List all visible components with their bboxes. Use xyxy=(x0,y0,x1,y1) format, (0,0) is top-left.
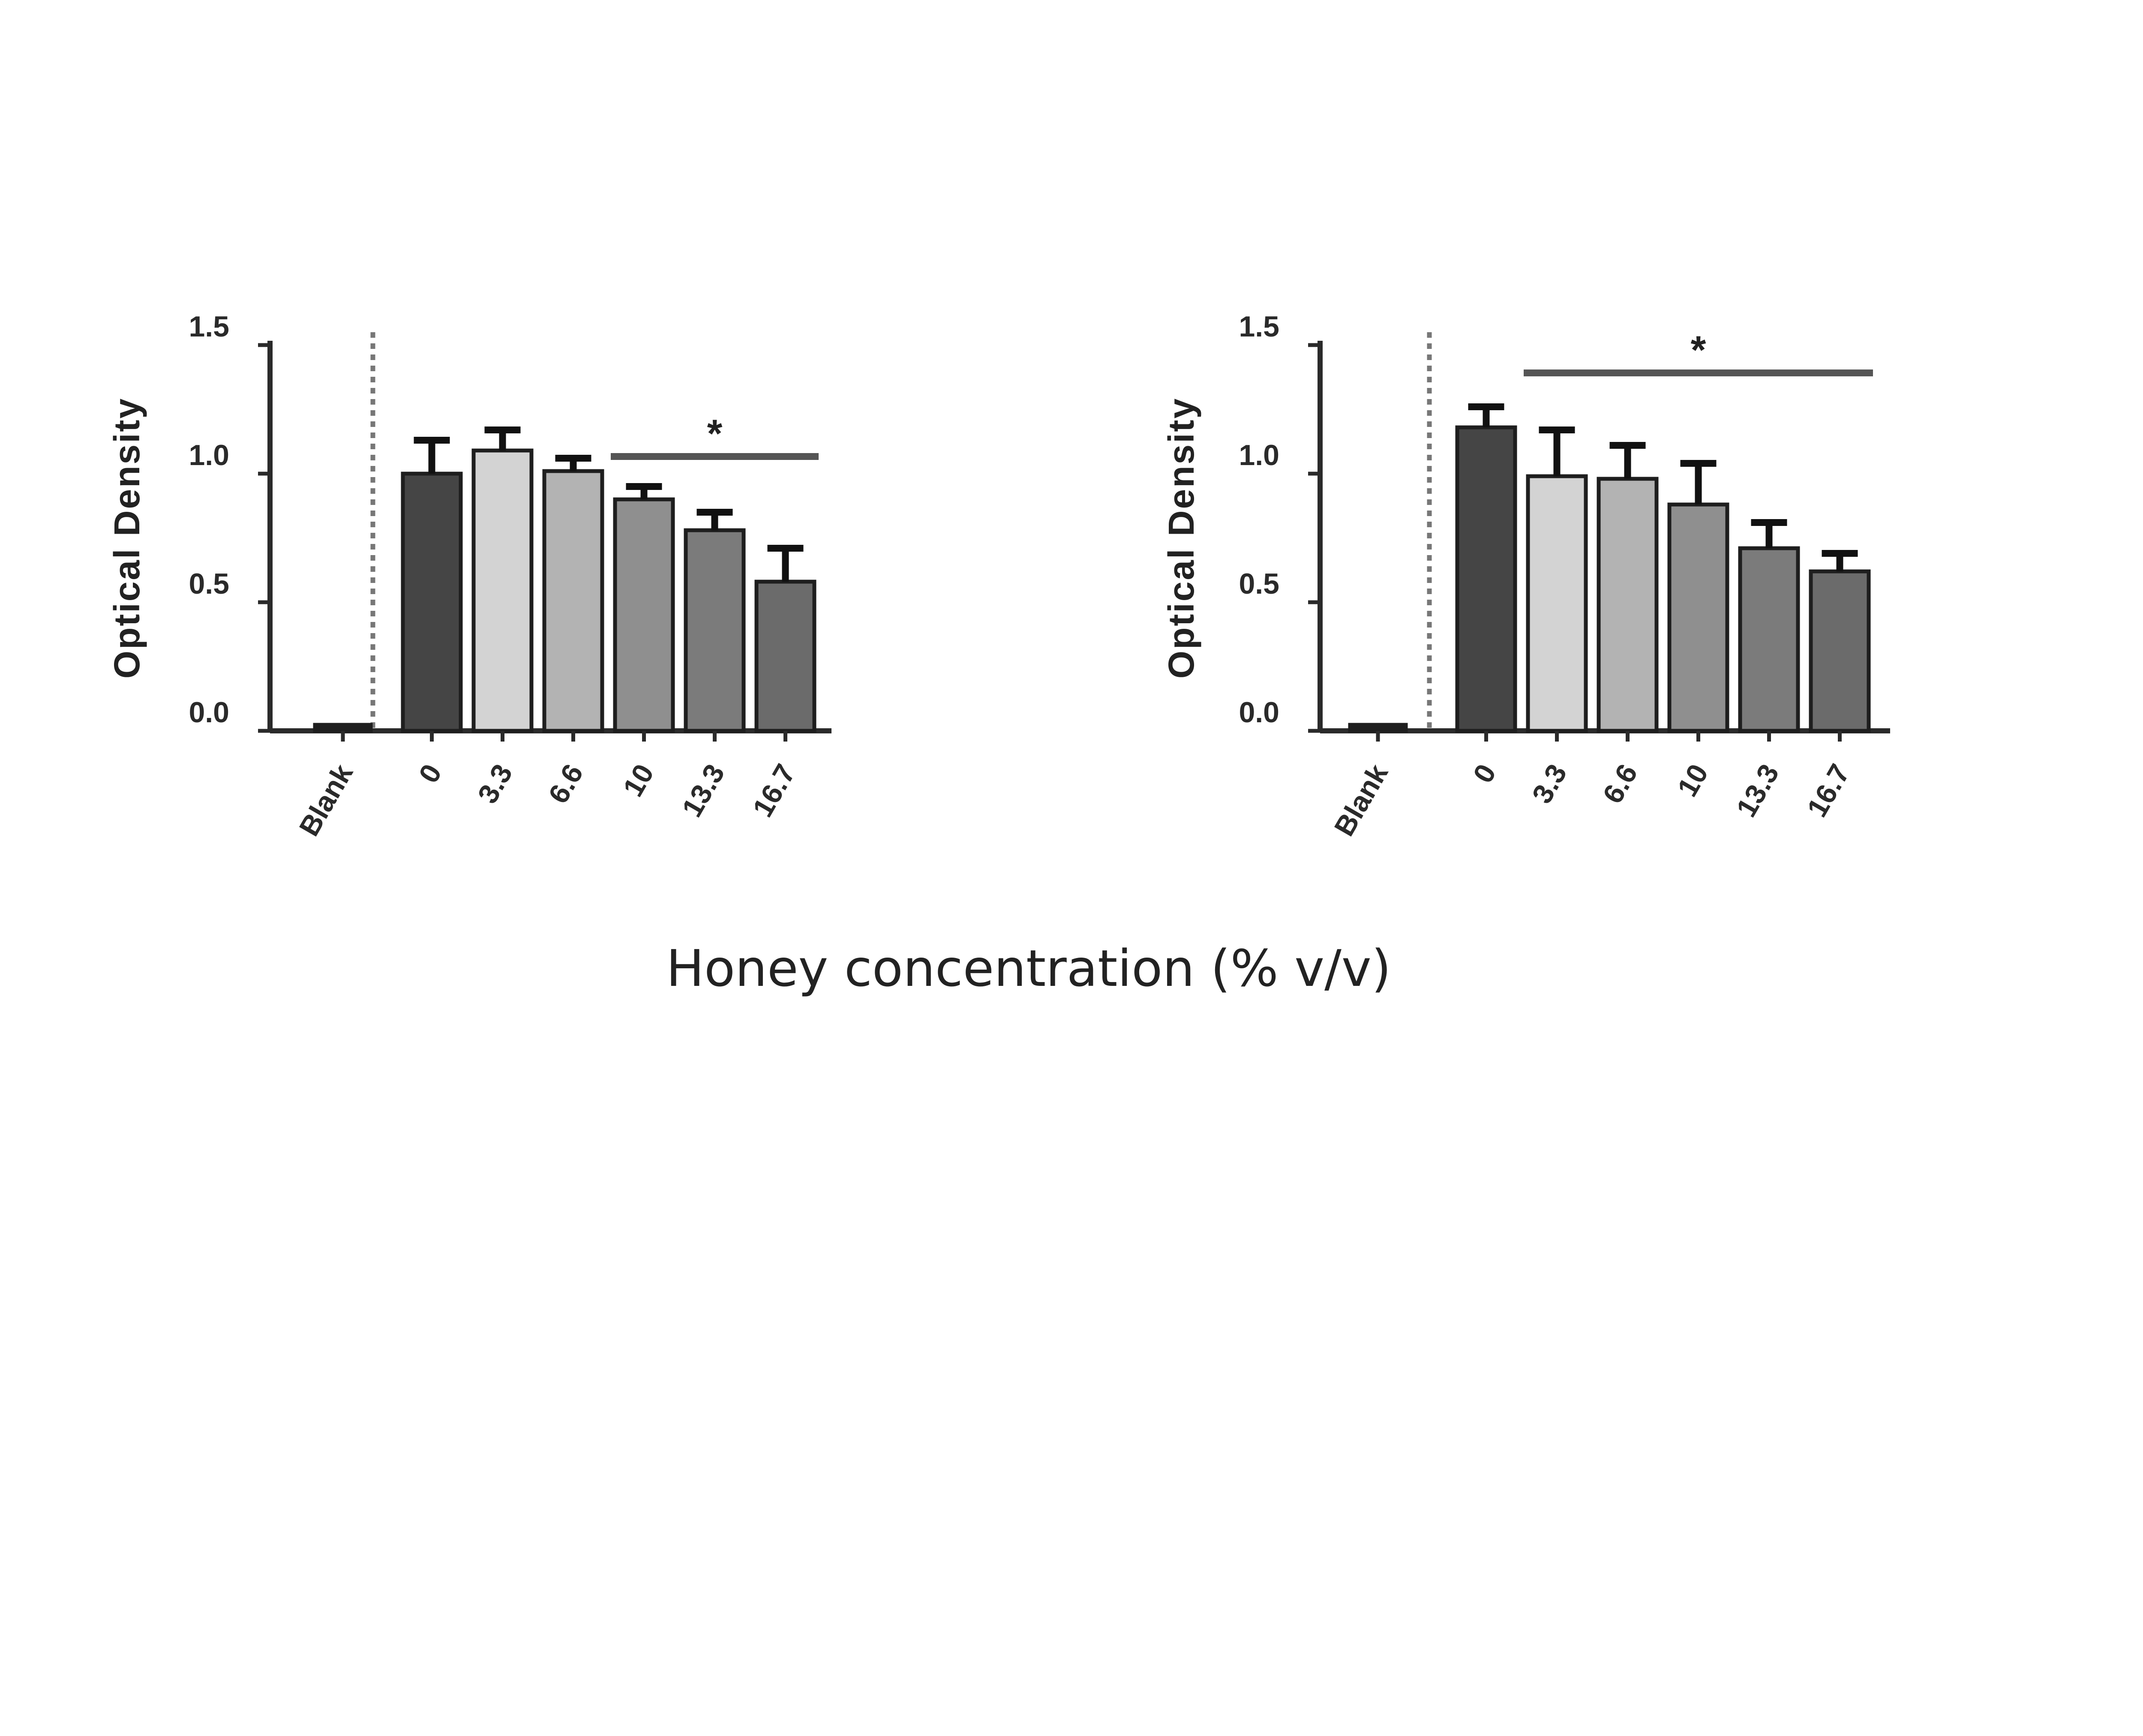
x-tick-label: 3.3 xyxy=(471,759,519,808)
bar-0 xyxy=(401,472,463,733)
x-tick-label: 10 xyxy=(1671,759,1714,802)
bar-13.3 xyxy=(684,528,746,733)
y-axis-label: Optical Density xyxy=(107,397,147,679)
y-axis-label: Optical Density xyxy=(1161,397,1201,679)
y-tick-label: 0.0 xyxy=(1239,696,1279,729)
y-tick-label: 1.0 xyxy=(189,439,229,472)
y-tick-label: 0.0 xyxy=(189,696,229,729)
bar-6.6 xyxy=(1597,477,1659,733)
x-tick-label: 0 xyxy=(1467,759,1502,788)
bar-10 xyxy=(613,497,675,733)
bar-0 xyxy=(1455,425,1517,733)
bar-16.7 xyxy=(754,580,816,733)
y-tick-label: 0.5 xyxy=(1239,568,1279,600)
bar-3.3 xyxy=(1526,474,1588,733)
bar-13.3 xyxy=(1738,546,1800,733)
x-tick-label: 13.3 xyxy=(1730,759,1785,822)
x-tick-label: 16.7 xyxy=(1801,759,1855,822)
bar-16.7 xyxy=(1809,569,1871,733)
y-tick-label: 1.5 xyxy=(189,310,229,343)
x-tick-label: Blank xyxy=(1328,759,1394,841)
shared-x-axis-label: Honey concentration (% v/v) xyxy=(666,939,1391,998)
x-tick-label: 3.3 xyxy=(1526,759,1573,808)
chart-panel-right: 0.0 0.5 1.0 1.5 Optical Density Blank 0 3.3 6.6 1… xyxy=(1161,310,1890,841)
bar-3.3 xyxy=(471,448,534,733)
significance-marker: * xyxy=(1691,328,1706,372)
bar-Blank xyxy=(1348,723,1408,733)
x-tick-label: 10 xyxy=(617,759,660,802)
chart-panel-left: 0.0 0.5 1.0 1.5 Optical Density Blank 0 3.3 6.6 1… xyxy=(107,310,831,841)
x-tick-label: 0 xyxy=(412,759,447,788)
x-tick-label: 6.6 xyxy=(1597,759,1644,808)
x-tick-label: 13.3 xyxy=(675,759,730,822)
x-tick-label: 16.7 xyxy=(746,759,801,822)
y-tick-label: 1.0 xyxy=(1239,439,1279,472)
x-tick-label: Blank xyxy=(293,759,359,841)
x-tick-label: 6.6 xyxy=(542,759,589,808)
bar-Blank xyxy=(313,723,373,733)
significance-marker: * xyxy=(707,412,723,456)
y-tick-label: 0.5 xyxy=(189,568,229,600)
bar-10 xyxy=(1667,502,1729,733)
bar-6.6 xyxy=(542,469,604,733)
y-tick-label: 1.5 xyxy=(1239,310,1279,343)
